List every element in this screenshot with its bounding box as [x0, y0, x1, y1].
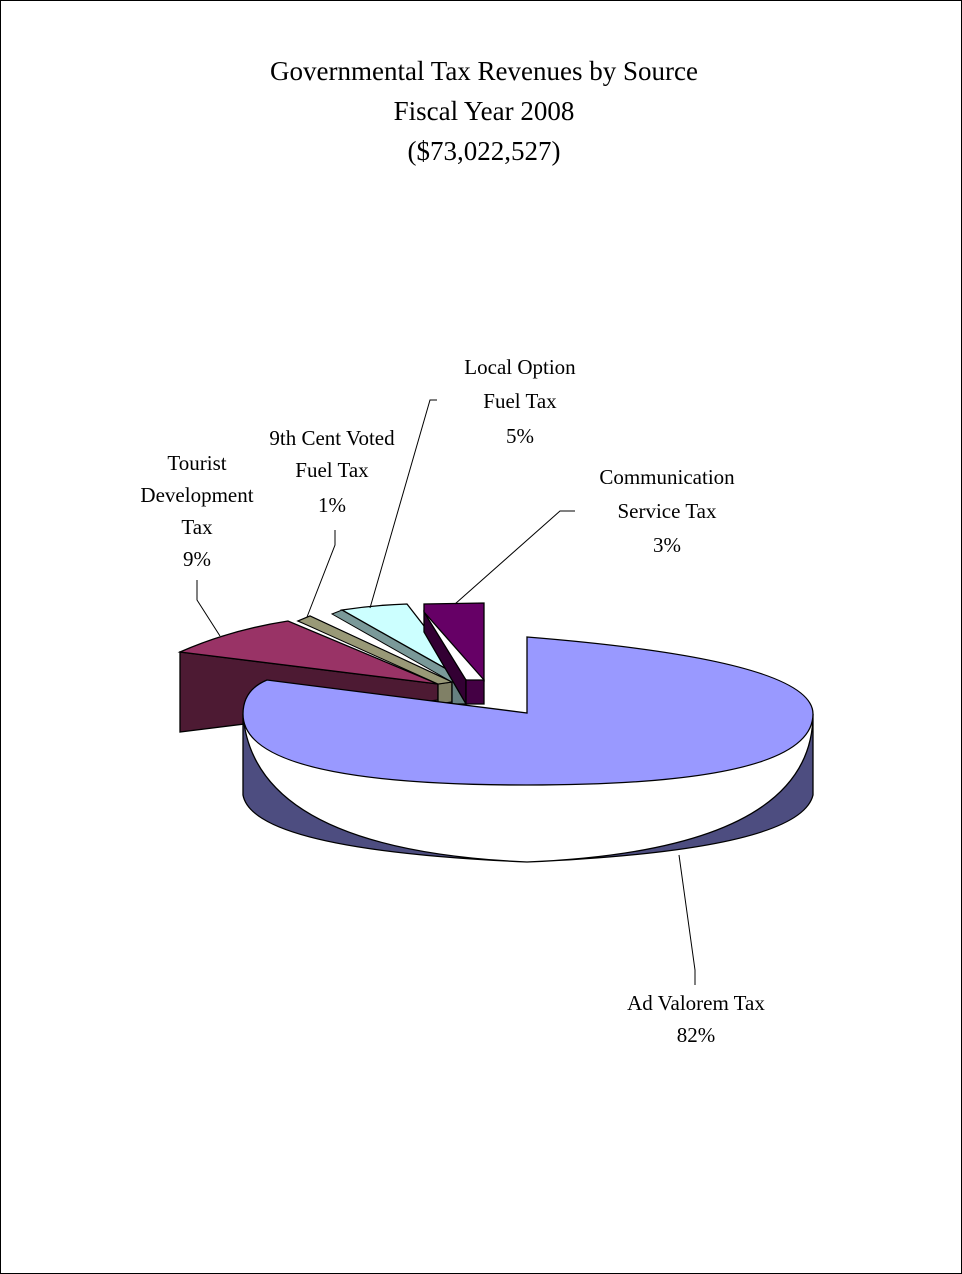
leader-local-option	[369, 399, 437, 609]
leader-tourist	[196, 580, 221, 637]
slice-ninth-cent	[296, 615, 454, 705]
slice-communication-top	[423, 602, 485, 682]
label-communication-line-2: Service Tax	[617, 499, 717, 523]
title-line-3: ($73,022,527)	[408, 136, 561, 166]
leader-communication	[454, 510, 575, 605]
title-line-2: Fiscal Year 2008	[394, 96, 575, 126]
slice-communication-front	[465, 679, 485, 705]
label-ad-valorem: Ad Valorem Tax 82%	[627, 991, 765, 1047]
pie-slices	[177, 602, 814, 863]
label-local-option-line-1: Local Option	[464, 355, 576, 379]
slice-local-option-top	[340, 603, 467, 681]
label-communication: Communication Service Tax 3%	[599, 465, 735, 557]
label-local-option-line-2: Fuel Tax	[483, 389, 557, 413]
label-ad-valorem-percent: 82%	[677, 1023, 716, 1047]
label-communication-percent: 3%	[653, 533, 681, 557]
label-local-option-percent: 5%	[506, 424, 534, 448]
label-ninth-cent-line-2: Fuel Tax	[295, 458, 369, 482]
slice-communication	[423, 602, 485, 707]
label-ninth-cent-line-1: 9th Cent Voted	[269, 426, 395, 450]
label-tourist: Tourist Development Tax 9%	[140, 451, 253, 571]
label-communication-line-1: Communication	[599, 465, 735, 489]
title-line-1: Governmental Tax Revenues by Source	[270, 56, 698, 86]
label-tourist-line-1: Tourist	[167, 451, 226, 475]
label-ad-valorem-name: Ad Valorem Tax	[627, 991, 765, 1015]
slice-ninth-cent-side	[437, 681, 453, 705]
leader-ad-valorem	[678, 854, 696, 985]
leader-lines	[196, 399, 696, 985]
slice-labels: Ad Valorem Tax 82% Tourist Development T…	[140, 355, 765, 1047]
label-tourist-line-2: Development	[140, 483, 253, 507]
label-local-option: Local Option Fuel Tax 5%	[464, 355, 576, 448]
label-tourist-line-3: Tax	[181, 515, 213, 539]
chart-title: Governmental Tax Revenues by Source Fisc…	[270, 56, 698, 166]
slice-ad-valorem-top	[242, 636, 814, 786]
leader-ninth-cent	[306, 530, 336, 618]
label-ninth-cent: 9th Cent Voted Fuel Tax 1%	[269, 426, 395, 517]
label-tourist-percent: 9%	[183, 547, 211, 571]
slice-ad-valorem	[242, 636, 814, 863]
slice-tourist-top	[177, 620, 439, 685]
label-ninth-cent-percent: 1%	[318, 493, 346, 517]
